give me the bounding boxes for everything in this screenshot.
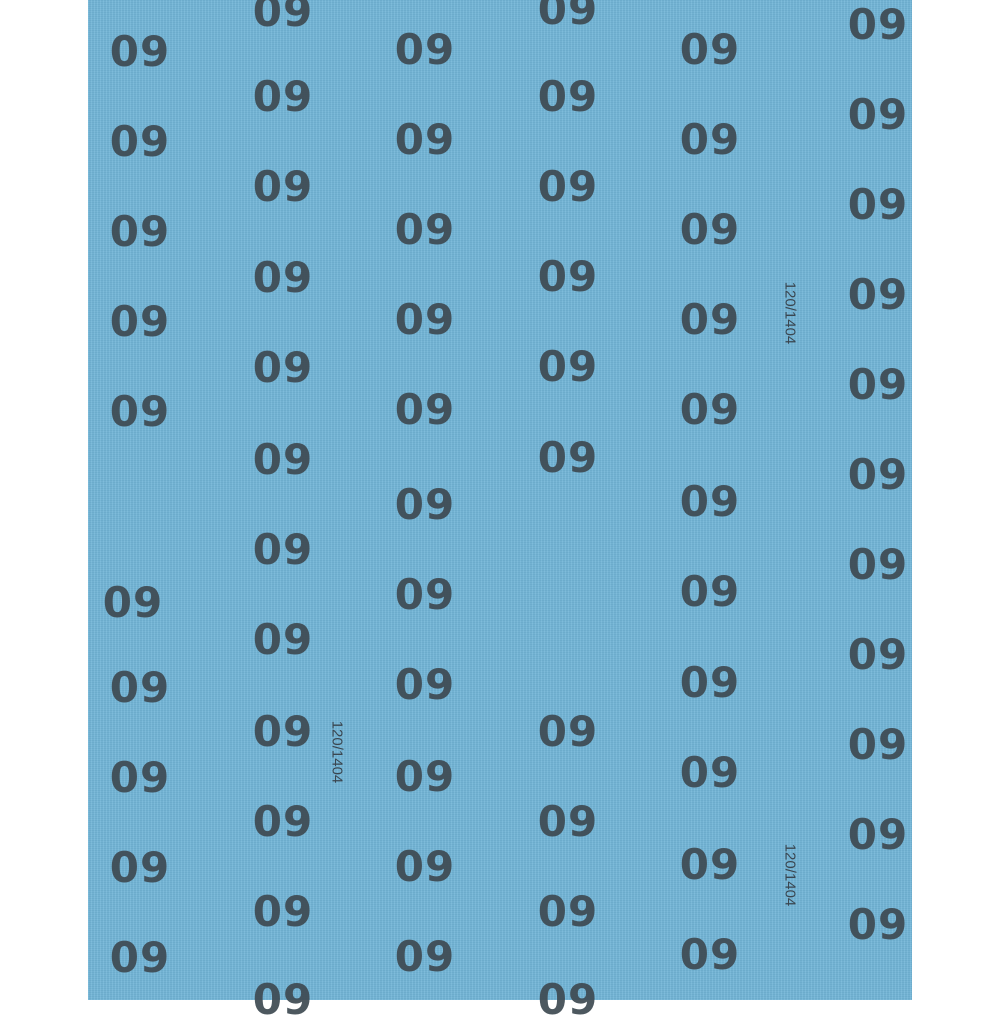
printed-number: 09 xyxy=(252,887,314,936)
printed-number: 09 xyxy=(109,27,171,76)
printed-number: 09 xyxy=(252,975,314,1024)
printed-number: 09 xyxy=(394,660,456,709)
printed-number: 09 xyxy=(537,707,599,756)
printed-number: 09 xyxy=(847,630,909,679)
printed-number: 09 xyxy=(679,115,741,164)
printed-number: 09 xyxy=(109,387,171,436)
grade-code: 120/1404 xyxy=(328,720,346,784)
printed-number: 09 xyxy=(847,540,909,589)
printed-number: 09 xyxy=(847,360,909,409)
printed-number: 09 xyxy=(252,525,314,574)
printed-number: 09 xyxy=(537,433,599,482)
printed-number: 09 xyxy=(679,477,741,526)
printed-number: 09 xyxy=(252,435,314,484)
grade-code: 120/1404 xyxy=(781,281,799,345)
grade-code: 120/1404 xyxy=(781,843,799,907)
printed-number: 09 xyxy=(537,797,599,846)
printed-number: 09 xyxy=(109,297,171,346)
sandpaper-sheet xyxy=(88,0,912,1000)
printed-number: 09 xyxy=(847,720,909,769)
printed-number: 09 xyxy=(252,707,314,756)
printed-number: 09 xyxy=(679,840,741,889)
printed-number: 09 xyxy=(847,810,909,859)
printed-number: 09 xyxy=(252,162,314,211)
printed-number: 09 xyxy=(252,253,314,302)
printed-number: 09 xyxy=(252,72,314,121)
printed-number: 09 xyxy=(679,748,741,797)
printed-number: 09 xyxy=(109,933,171,982)
printed-number: 09 xyxy=(394,932,456,981)
printed-number: 09 xyxy=(679,25,741,74)
printed-number: 09 xyxy=(394,570,456,619)
printed-number: 09 xyxy=(537,0,599,34)
printed-number: 09 xyxy=(537,887,599,936)
printed-number: 09 xyxy=(537,342,599,391)
printed-number: 09 xyxy=(537,72,599,121)
printed-number: 09 xyxy=(679,295,741,344)
printed-number: 09 xyxy=(847,270,909,319)
printed-number: 09 xyxy=(394,205,456,254)
printed-number: 09 xyxy=(679,930,741,979)
printed-number: 09 xyxy=(109,753,171,802)
printed-number: 09 xyxy=(537,162,599,211)
printed-number: 09 xyxy=(847,0,909,49)
printed-number: 09 xyxy=(109,843,171,892)
printed-number: 09 xyxy=(102,578,164,627)
printed-number: 09 xyxy=(109,663,171,712)
printed-number: 09 xyxy=(252,797,314,846)
printed-number: 09 xyxy=(679,658,741,707)
printed-number: 09 xyxy=(847,450,909,499)
printed-number: 09 xyxy=(847,180,909,229)
printed-number: 09 xyxy=(394,295,456,344)
printed-number: 09 xyxy=(394,385,456,434)
printed-number: 09 xyxy=(537,975,599,1024)
printed-number: 09 xyxy=(537,252,599,301)
printed-number: 09 xyxy=(394,752,456,801)
printed-number: 09 xyxy=(847,900,909,949)
printed-number: 09 xyxy=(679,567,741,616)
printed-number: 09 xyxy=(394,842,456,891)
printed-number: 09 xyxy=(394,480,456,529)
printed-number: 09 xyxy=(847,90,909,139)
printed-number: 09 xyxy=(252,0,314,36)
printed-number: 09 xyxy=(252,615,314,664)
printed-number: 09 xyxy=(252,343,314,392)
printed-number: 09 xyxy=(109,207,171,256)
printed-number: 09 xyxy=(679,205,741,254)
printed-number: 09 xyxy=(394,115,456,164)
printed-number: 09 xyxy=(679,385,741,434)
printed-number: 09 xyxy=(109,117,171,166)
printed-number: 09 xyxy=(394,25,456,74)
